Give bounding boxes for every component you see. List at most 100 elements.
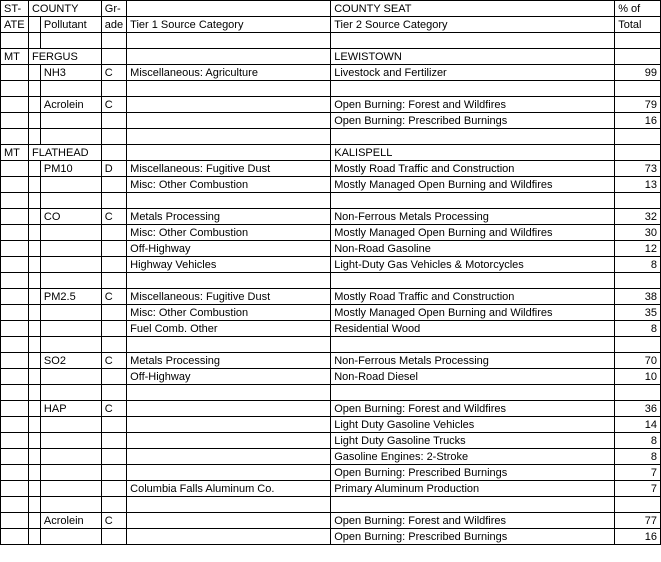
cell-pct bbox=[615, 497, 661, 513]
table-row: AcroleinC Open Burning: Forest and Wildfi… bbox=[1, 513, 661, 529]
table-row: Open Burning: Prescribed Burnings7 bbox=[1, 465, 661, 481]
cell-grade bbox=[101, 257, 126, 273]
cell-pct bbox=[615, 145, 661, 161]
cell-tier2: Mostly Road Traffic and Construction bbox=[331, 289, 615, 305]
cell-pct: 77 bbox=[615, 513, 661, 529]
cell-grade bbox=[101, 369, 126, 385]
cell-county-blank bbox=[28, 465, 40, 481]
cell-pct bbox=[615, 81, 661, 97]
table-row: Fuel Comb. OtherResidential Wood8 bbox=[1, 321, 661, 337]
table-row: Highway VehiclesLight-Duty Gas Vehicles … bbox=[1, 257, 661, 273]
cell-pct: 30 bbox=[615, 225, 661, 241]
cell-tier1 bbox=[127, 417, 331, 433]
cell-tier2: Open Burning: Prescribed Burnings bbox=[331, 465, 615, 481]
cell-county-blank bbox=[28, 449, 40, 465]
cell-grade: C bbox=[101, 353, 126, 369]
cell-tier1 bbox=[127, 49, 331, 65]
cell-tier1: Off-Highway bbox=[127, 241, 331, 257]
cell-tier2: Open Burning: Prescribed Burnings bbox=[331, 529, 615, 545]
header-row-2: ATE Pollutant ade Tier 1 Source Category… bbox=[1, 17, 661, 33]
cell-county-blank bbox=[28, 81, 40, 97]
cell-county-blank bbox=[28, 417, 40, 433]
cell-pct bbox=[615, 129, 661, 145]
cell-tier2: Mostly Managed Open Burning and Wildfire… bbox=[331, 305, 615, 321]
cell-grade bbox=[101, 449, 126, 465]
cell-grade bbox=[101, 465, 126, 481]
cell-tier2: Open Burning: Prescribed Burnings bbox=[331, 113, 615, 129]
table-row: Open Burning: Prescribed Burnings16 bbox=[1, 113, 661, 129]
cell-grade bbox=[101, 385, 126, 401]
cell-tier2: LEWISTOWN bbox=[331, 49, 615, 65]
cell-state bbox=[1, 177, 29, 193]
cell-tier1 bbox=[127, 449, 331, 465]
cell-pct bbox=[615, 273, 661, 289]
header-county: COUNTY bbox=[28, 1, 101, 17]
cell-county-blank bbox=[28, 177, 40, 193]
cell-pollutant bbox=[40, 385, 101, 401]
cell-tier1: Fuel Comb. Other bbox=[127, 321, 331, 337]
cell-county-blank bbox=[28, 385, 40, 401]
table-row: AcroleinCOpen Burning: Forest and Wildfi… bbox=[1, 97, 661, 113]
cell-county-blank bbox=[28, 401, 40, 417]
cell-tier2 bbox=[331, 81, 615, 97]
cell-tier2: Gasoline Engines: 2-Stroke bbox=[331, 449, 615, 465]
cell-pct: 73 bbox=[615, 161, 661, 177]
cell-state bbox=[1, 401, 29, 417]
cell-tier2: Open Burning: Forest and Wildfires bbox=[331, 513, 615, 529]
cell-grade bbox=[101, 305, 126, 321]
cell-grade bbox=[101, 129, 126, 145]
cell-state bbox=[1, 465, 29, 481]
cell-tier2: Primary Aluminum Production bbox=[331, 481, 615, 497]
cell-pct: 8 bbox=[615, 449, 661, 465]
cell-tier2: Non-Ferrous Metals Processing bbox=[331, 209, 615, 225]
cell-pct bbox=[615, 33, 661, 49]
cell-pct bbox=[615, 337, 661, 353]
table-row bbox=[1, 497, 661, 513]
cell-pct bbox=[615, 49, 661, 65]
cell-pollutant bbox=[40, 257, 101, 273]
cell-tier1 bbox=[127, 273, 331, 289]
header-total: Total bbox=[615, 17, 661, 33]
header-tier2: Tier 2 Source Category bbox=[331, 17, 615, 33]
cell-county-blank bbox=[28, 529, 40, 545]
cell-pollutant: Acrolein bbox=[40, 513, 101, 529]
table-row: PM10DMiscellaneous: Fugitive DustMostly … bbox=[1, 161, 661, 177]
cell-county: FERGUS bbox=[28, 49, 101, 65]
header-state-2: ATE bbox=[1, 17, 29, 33]
cell-pct: 10 bbox=[615, 369, 661, 385]
cell-pollutant: SO2 bbox=[40, 353, 101, 369]
cell-county-blank bbox=[28, 97, 40, 113]
header-pct: % of bbox=[615, 1, 661, 17]
cell-grade: D bbox=[101, 161, 126, 177]
cell-tier1 bbox=[127, 113, 331, 129]
cell-tier2: Mostly Road Traffic and Construction bbox=[331, 161, 615, 177]
cell-county-blank bbox=[28, 273, 40, 289]
cell-grade: C bbox=[101, 513, 126, 529]
table-row bbox=[1, 33, 661, 49]
cell-state bbox=[1, 385, 29, 401]
cell-tier2 bbox=[331, 273, 615, 289]
cell-tier1 bbox=[127, 401, 331, 417]
cell-grade: C bbox=[101, 65, 126, 81]
cell-state bbox=[1, 193, 29, 209]
header-row-1: ST- COUNTY Gr- COUNTY SEAT % of bbox=[1, 1, 661, 17]
cell-grade bbox=[101, 337, 126, 353]
cell-tier2: Residential Wood bbox=[331, 321, 615, 337]
cell-pollutant bbox=[40, 129, 101, 145]
cell-pct: 32 bbox=[615, 209, 661, 225]
cell-pollutant bbox=[40, 321, 101, 337]
cell-tier2 bbox=[331, 129, 615, 145]
cell-county-blank bbox=[28, 337, 40, 353]
cell-county-blank bbox=[28, 353, 40, 369]
cell-pollutant bbox=[40, 417, 101, 433]
table-row: Open Burning: Prescribed Burnings16 bbox=[1, 529, 661, 545]
cell-county-blank bbox=[28, 481, 40, 497]
table-row: Misc: Other CombustionMostly Managed Ope… bbox=[1, 225, 661, 241]
cell-pollutant bbox=[40, 241, 101, 257]
cell-grade bbox=[101, 113, 126, 129]
cell-state bbox=[1, 33, 29, 49]
cell-tier1 bbox=[127, 433, 331, 449]
cell-state bbox=[1, 129, 29, 145]
table-row: NH3CMiscellaneous: AgricultureLivestock … bbox=[1, 65, 661, 81]
cell-county-blank bbox=[28, 225, 40, 241]
